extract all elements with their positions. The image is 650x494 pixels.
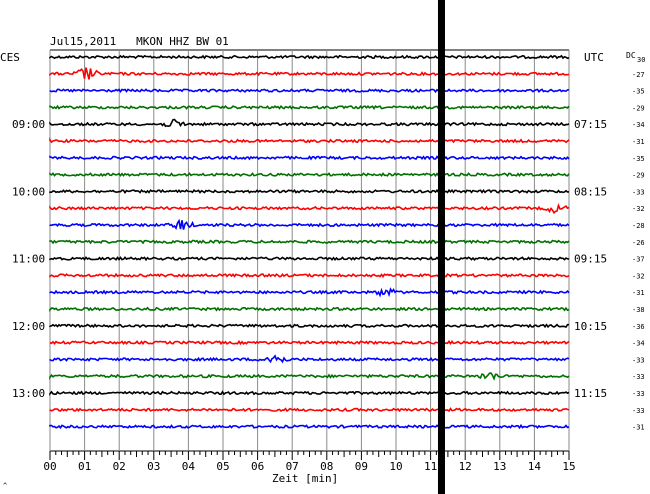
x-tick-label: 02 — [113, 460, 126, 473]
labels-layer: Jul15,2011 MKON HHZ BW 01 CES UTC DC 30 … — [0, 35, 645, 490]
dc-offset-label: -31 — [632, 424, 645, 432]
dc-offset-label: -32 — [632, 272, 645, 280]
dc-offset-label: -31 — [632, 138, 645, 146]
dc-offset-label: -27 — [632, 71, 645, 79]
time-marker-bar — [437, 0, 445, 494]
seismic-trace — [49, 407, 570, 413]
seismic-trace — [49, 287, 570, 298]
seismic-trace — [49, 390, 570, 396]
seismic-trace — [49, 104, 570, 110]
x-tick-label: 12 — [459, 460, 472, 473]
dc-offset-label: -32 — [632, 205, 645, 213]
right-time-label: 07:15 — [574, 118, 607, 131]
seismic-trace — [49, 354, 570, 364]
dc-offset-label: -29 — [632, 104, 645, 112]
traces-layer — [49, 54, 570, 430]
seismic-trace — [49, 339, 570, 346]
seismic-trace — [49, 218, 570, 231]
x-tick-label: 04 — [182, 460, 196, 473]
seismic-trace — [49, 323, 569, 329]
seismic-trace — [49, 239, 570, 245]
x-tick-label: 01 — [78, 460, 91, 473]
right-time-label: 11:15 — [574, 387, 607, 400]
seismic-trace — [49, 137, 570, 144]
x-axis-label: Zeit [min] — [272, 472, 338, 485]
dc-offset-label: -34 — [632, 340, 645, 348]
dc-offset-label: -33 — [632, 407, 645, 415]
left-time-label: 13:00 — [12, 387, 45, 400]
dc-offset-label: -33 — [632, 373, 645, 381]
dc-offset-label: -31 — [632, 289, 645, 297]
x-tick-label: 14 — [528, 460, 542, 473]
right-timezone-label: UTC — [584, 51, 604, 64]
corner-mark: ^ — [3, 482, 7, 490]
x-tick-label: 15 — [562, 460, 575, 473]
seismic-trace — [49, 272, 570, 279]
marker-layer — [437, 0, 445, 494]
right-time-label: 10:15 — [574, 320, 607, 333]
dc-offset-label: -26 — [632, 239, 645, 247]
x-tick-label: 03 — [147, 460, 160, 473]
x-tick-label: 11 — [424, 460, 437, 473]
dc-offset-label: -34 — [632, 121, 645, 129]
seismic-trace — [49, 67, 570, 80]
x-tick-label: 08 — [320, 460, 333, 473]
x-tick-label: 13 — [493, 460, 506, 473]
left-time-label: 12:00 — [12, 320, 45, 333]
left-time-label: 09:00 — [12, 118, 45, 131]
seismic-trace — [49, 306, 570, 313]
dc-offset-label: -35 — [632, 155, 645, 163]
seismic-trace — [49, 372, 570, 381]
seismic-trace — [49, 172, 570, 178]
dc-offset-label: -33 — [632, 188, 645, 196]
right-time-label: 08:15 — [574, 185, 607, 198]
dc-offset-label: -36 — [632, 323, 645, 331]
dc-offset-label: -28 — [632, 222, 645, 230]
x-tick-label: 06 — [251, 460, 264, 473]
dc-label: DC — [626, 51, 636, 60]
seismic-trace — [49, 88, 570, 94]
left-timezone-label: CES — [0, 51, 20, 64]
seismic-trace — [49, 118, 570, 128]
x-tick-label: 10 — [389, 460, 402, 473]
x-tick-label: 05 — [216, 460, 229, 473]
dc-offset-label: -33 — [632, 390, 645, 398]
dc-label-sub: 30 — [637, 56, 645, 64]
seismic-trace — [49, 423, 570, 430]
x-tick-label: 07 — [286, 460, 299, 473]
seismic-trace — [49, 202, 570, 215]
seismic-trace — [49, 54, 570, 60]
seismic-trace — [49, 155, 570, 161]
grid-layer: 00 01 02 03 04 05 06 07 08 09 10 11 12 13 14 15 — [43, 49, 576, 473]
x-tick-label: 09 — [355, 460, 368, 473]
left-time-label: 10:00 — [12, 185, 45, 198]
seismic-trace — [49, 188, 569, 194]
dc-offset-label: -29 — [632, 172, 645, 180]
x-tick-label: 00 — [43, 460, 56, 473]
dc-offset-label: -38 — [632, 306, 645, 314]
dc-offset-label: -35 — [632, 88, 645, 96]
seismic-trace — [49, 256, 570, 262]
dc-offset-label: -37 — [632, 256, 645, 264]
left-time-label: 11:00 — [12, 253, 45, 266]
chart-title: Jul15,2011 MKON HHZ BW 01 — [50, 35, 229, 48]
right-time-label: 09:15 — [574, 253, 607, 266]
dc-offset-label: -33 — [632, 356, 645, 364]
